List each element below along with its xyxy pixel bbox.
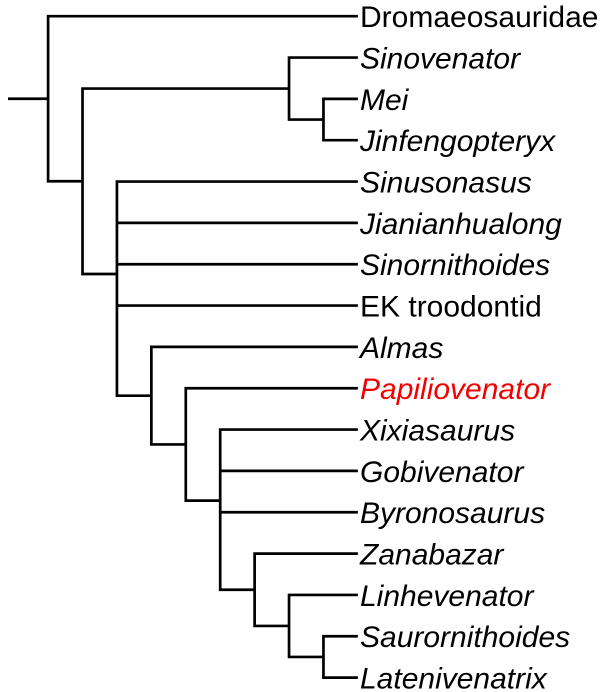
svg-text:Papiliovenator: Papiliovenator: [360, 373, 551, 406]
svg-text:Latenivenatrix: Latenivenatrix: [360, 663, 548, 692]
svg-text:Jianianhualong: Jianianhualong: [359, 208, 562, 241]
svg-text:Dromaeosauridae: Dromaeosauridae: [360, 1, 598, 34]
svg-text:Mei: Mei: [360, 84, 410, 117]
svg-text:Jinfengopteryx: Jinfengopteryx: [359, 125, 556, 158]
svg-text:Sinusonasus: Sinusonasus: [360, 166, 532, 199]
svg-text:Gobivenator: Gobivenator: [360, 456, 524, 489]
svg-text:Sinornithoides: Sinornithoides: [360, 249, 550, 282]
svg-text:Zanabazar: Zanabazar: [359, 539, 504, 572]
svg-text:Almas: Almas: [358, 332, 443, 365]
svg-text:Saurornithoides: Saurornithoides: [360, 621, 570, 654]
svg-text:Linhevenator: Linhevenator: [360, 580, 534, 613]
svg-text:Sinovenator: Sinovenator: [360, 42, 521, 75]
svg-text:Xixiasaurus: Xixiasaurus: [359, 415, 515, 448]
svg-text:EK troodontid: EK troodontid: [360, 291, 542, 324]
svg-text:Byronosaurus: Byronosaurus: [360, 497, 545, 530]
